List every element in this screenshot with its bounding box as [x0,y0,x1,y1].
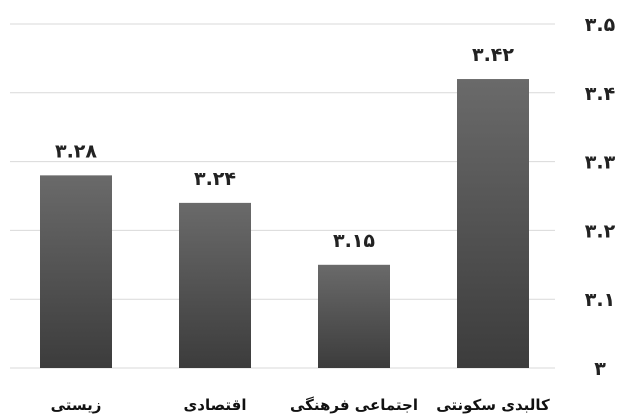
bar [40,175,112,368]
data-label: ۳.۴۲ [472,44,514,66]
y-tick-label: ۳ [594,358,606,380]
bars [40,79,529,368]
data-label: ۳.۲۸ [55,140,97,162]
y-tick-label: ۳.۵ [585,14,616,36]
bar [179,202,251,368]
category-label: کالبدی سکونتی [436,396,550,414]
data-labels: ۳.۲۸ ۳.۲۴ ۳.۱۵ ۳.۴۲ [55,44,514,252]
y-tick-label: ۳.۲ [585,220,616,242]
y-axis-ticks: ۳ ۳.۱ ۳.۲ ۳.۳ ۳.۴ ۳.۵ [585,14,616,380]
y-tick-label: ۳.۱ [585,289,615,311]
category-label: اقتصادی [184,396,247,414]
y-tick-label: ۳.۳ [585,152,616,174]
category-label: زیستی [51,396,102,414]
y-tick-label: ۳.۴ [585,83,615,105]
bar [457,79,529,368]
data-label: ۳.۱۵ [333,230,375,252]
category-labels: زیستی اقتصادی اجتماعی فرهنگی کالبدی سکونتی [51,396,550,414]
data-label: ۳.۲۴ [194,168,236,190]
bar [318,264,390,368]
category-label: اجتماعی فرهنگی [290,396,418,414]
